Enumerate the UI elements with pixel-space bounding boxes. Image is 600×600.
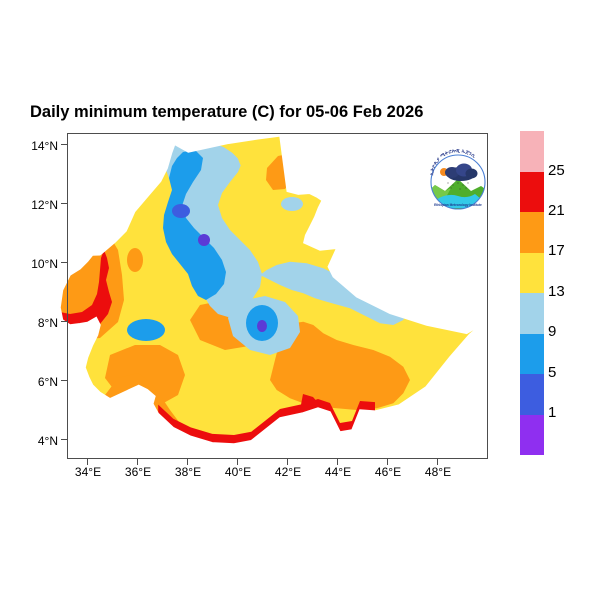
svg-text:Ethiopian Meteorology Institut: Ethiopian Meteorology Institute [434,203,482,207]
